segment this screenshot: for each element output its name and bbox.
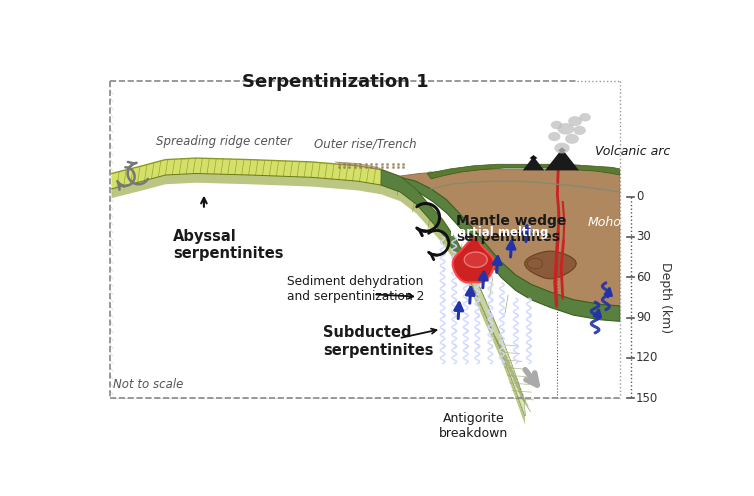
Ellipse shape <box>565 134 579 144</box>
Polygon shape <box>545 149 579 171</box>
Polygon shape <box>428 164 620 179</box>
Text: Abyssal
serpentinites: Abyssal serpentinites <box>173 229 284 261</box>
Ellipse shape <box>551 121 562 129</box>
Ellipse shape <box>548 132 560 141</box>
Polygon shape <box>397 177 620 321</box>
Polygon shape <box>112 158 525 415</box>
Polygon shape <box>428 165 620 175</box>
Polygon shape <box>528 258 543 269</box>
Text: 0: 0 <box>636 190 643 203</box>
Polygon shape <box>470 238 480 250</box>
Text: Antigorite
breakdown: Antigorite breakdown <box>439 412 508 440</box>
Polygon shape <box>469 263 525 415</box>
Text: Outer rise/Trench: Outer rise/Trench <box>314 137 417 150</box>
Text: Volcanic arc: Volcanic arc <box>595 145 670 158</box>
Text: Spreading ridge center: Spreading ridge center <box>156 135 293 148</box>
Ellipse shape <box>569 116 582 126</box>
Polygon shape <box>112 174 525 425</box>
Polygon shape <box>335 162 410 184</box>
Text: Moho: Moho <box>587 216 621 229</box>
Polygon shape <box>558 147 566 153</box>
Polygon shape <box>381 170 525 415</box>
Polygon shape <box>523 157 544 171</box>
Polygon shape <box>501 337 525 415</box>
Polygon shape <box>452 239 494 282</box>
Text: Subducted
serpentinites: Subducted serpentinites <box>323 325 434 358</box>
Polygon shape <box>97 60 676 441</box>
Text: Partial melting: Partial melting <box>450 226 549 239</box>
Text: Depth (km): Depth (km) <box>660 262 673 333</box>
Polygon shape <box>397 170 620 306</box>
Ellipse shape <box>574 126 586 135</box>
Text: 30: 30 <box>636 231 651 244</box>
Text: Sediment dehydration
and serpentinization 2: Sediment dehydration and serpentinizatio… <box>287 275 425 303</box>
Text: 90: 90 <box>636 311 651 324</box>
Ellipse shape <box>579 113 591 122</box>
Polygon shape <box>525 251 576 279</box>
Ellipse shape <box>554 143 570 153</box>
Polygon shape <box>464 252 487 267</box>
Text: 60: 60 <box>636 271 651 284</box>
Text: Not to scale: Not to scale <box>113 377 183 391</box>
Ellipse shape <box>557 123 575 134</box>
Polygon shape <box>529 155 538 160</box>
Text: Mantle wedge
serpentinites: Mantle wedge serpentinites <box>456 213 567 244</box>
Text: 120: 120 <box>636 352 658 365</box>
Text: 150: 150 <box>636 392 658 405</box>
Text: Serpentinization 1: Serpentinization 1 <box>241 73 428 91</box>
